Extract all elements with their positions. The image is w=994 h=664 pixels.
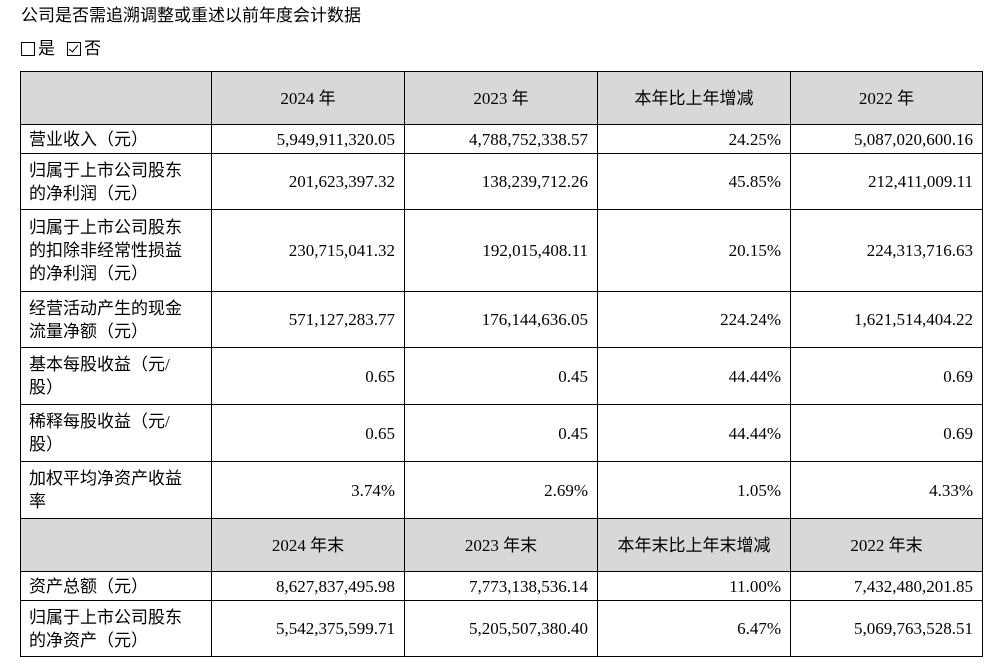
column-header: 2024 年	[211, 71, 405, 125]
value-cell: 176,144,636.05	[404, 291, 598, 348]
yes-checkbox[interactable]	[21, 42, 35, 56]
value-cell: 24.25%	[597, 124, 791, 154]
restatement-options: 是 否	[21, 37, 113, 61]
no-checkbox[interactable]	[67, 42, 81, 56]
financial-data-table: 2024 年 2023 年本年比上年增减 2022 年营业收入（元） 5,949,91…	[20, 71, 983, 657]
column-header: 2022 年	[790, 71, 983, 125]
value-cell: 0.65	[211, 347, 405, 405]
value-cell: 0.69	[790, 404, 983, 462]
row-label: 归属于上市公司股东 的净利润（元）	[20, 153, 212, 210]
value-cell: 5,542,375,599.71	[211, 600, 405, 657]
column-header: 2022 年末	[790, 518, 983, 572]
table-row: 资产总额（元） 8,627,837,495.98 7,773,138,536.14 1…	[20, 571, 983, 601]
table-row: 归属于上市公司股东 的净资产（元） 5,542,375,599.71 5,205,50…	[20, 600, 983, 657]
table-row: 营业收入（元） 5,949,911,320.05 4,788,752,338.57 2…	[20, 124, 983, 154]
value-cell: 224,313,716.63	[790, 209, 983, 292]
value-cell: 7,432,480,201.85	[790, 571, 983, 601]
value-cell: 0.45	[404, 404, 598, 462]
value-cell: 4.33%	[790, 461, 983, 519]
table-row: 经营活动产生的现金 流量净额（元） 571,127,283.77 176,144,63…	[20, 291, 983, 348]
value-cell: 20.15%	[597, 209, 791, 292]
value-cell: 7,773,138,536.14	[404, 571, 598, 601]
option-yes[interactable]: 是	[21, 37, 55, 61]
value-cell: 5,205,507,380.40	[404, 600, 598, 657]
option-no[interactable]: 否	[67, 37, 101, 61]
value-cell: 45.85%	[597, 153, 791, 210]
section-heading: 公司是否需追溯调整或重述以前年度会计数据	[21, 6, 361, 25]
value-cell: 8,627,837,495.98	[211, 571, 405, 601]
no-label: 否	[84, 39, 101, 58]
value-cell: 1.05%	[597, 461, 791, 519]
value-cell: 4,788,752,338.57	[404, 124, 598, 154]
row-label: 经营活动产生的现金 流量净额（元）	[20, 291, 212, 348]
row-label: 归属于上市公司股东 的扣除非经常性损益 的净利润（元）	[20, 209, 212, 292]
table-row: 稀释每股收益（元/股） 0.65 0.45 44.44% 0.69	[20, 404, 983, 462]
value-cell: 1,621,514,404.22	[790, 291, 983, 348]
value-cell: 3.74%	[211, 461, 405, 519]
value-cell: 0.65	[211, 404, 405, 462]
column-header: 2024 年末	[211, 518, 405, 572]
header-row: 2024 年 2023 年本年比上年增减 2022 年	[20, 71, 983, 125]
value-cell: 212,411,009.11	[790, 153, 983, 210]
value-cell: 192,015,408.11	[404, 209, 598, 292]
row-label: 加权平均净资产收益率	[20, 461, 212, 519]
value-cell: 5,949,911,320.05	[211, 124, 405, 154]
value-cell: 5,069,763,528.51	[790, 600, 983, 657]
column-header: 2023 年末	[404, 518, 598, 572]
table-row: 加权平均净资产收益率 3.74% 2.69% 1.05% 4.33%	[20, 461, 983, 519]
column-header: 本年比上年增减	[597, 71, 791, 125]
row-label: 基本每股收益（元/股）	[20, 347, 212, 405]
header-corner-cell	[20, 71, 212, 125]
value-cell: 2.69%	[404, 461, 598, 519]
value-cell: 44.44%	[597, 404, 791, 462]
value-cell: 0.45	[404, 347, 598, 405]
value-cell: 201,623,397.32	[211, 153, 405, 210]
table-row: 基本每股收益（元/股） 0.65 0.45 44.44% 0.69	[20, 347, 983, 405]
row-label: 资产总额（元）	[20, 571, 212, 601]
header-corner-cell	[20, 518, 212, 572]
column-header: 2023 年	[404, 71, 598, 125]
value-cell: 138,239,712.26	[404, 153, 598, 210]
value-cell: 5,087,020,600.16	[790, 124, 983, 154]
value-cell: 571,127,283.77	[211, 291, 405, 348]
value-cell: 44.44%	[597, 347, 791, 405]
table-row: 归属于上市公司股东 的净利润（元） 201,623,397.32 138,239,71…	[20, 153, 983, 210]
column-header: 本年末比上年末增减	[597, 518, 791, 572]
value-cell: 6.47%	[597, 600, 791, 657]
row-label: 归属于上市公司股东 的净资产（元）	[20, 600, 212, 657]
value-cell: 0.69	[790, 347, 983, 405]
yes-label: 是	[38, 39, 55, 58]
row-label: 营业收入（元）	[20, 124, 212, 154]
value-cell: 230,715,041.32	[211, 209, 405, 292]
table-row: 归属于上市公司股东 的扣除非经常性损益 的净利润（元） 230,715,041.32 1…	[20, 209, 983, 292]
header-row-period-end: 2024 年末 2023 年末 本年末比上年末增减 2022 年末	[20, 518, 983, 572]
value-cell: 11.00%	[597, 571, 791, 601]
row-label: 稀释每股收益（元/股）	[20, 404, 212, 462]
value-cell: 224.24%	[597, 291, 791, 348]
